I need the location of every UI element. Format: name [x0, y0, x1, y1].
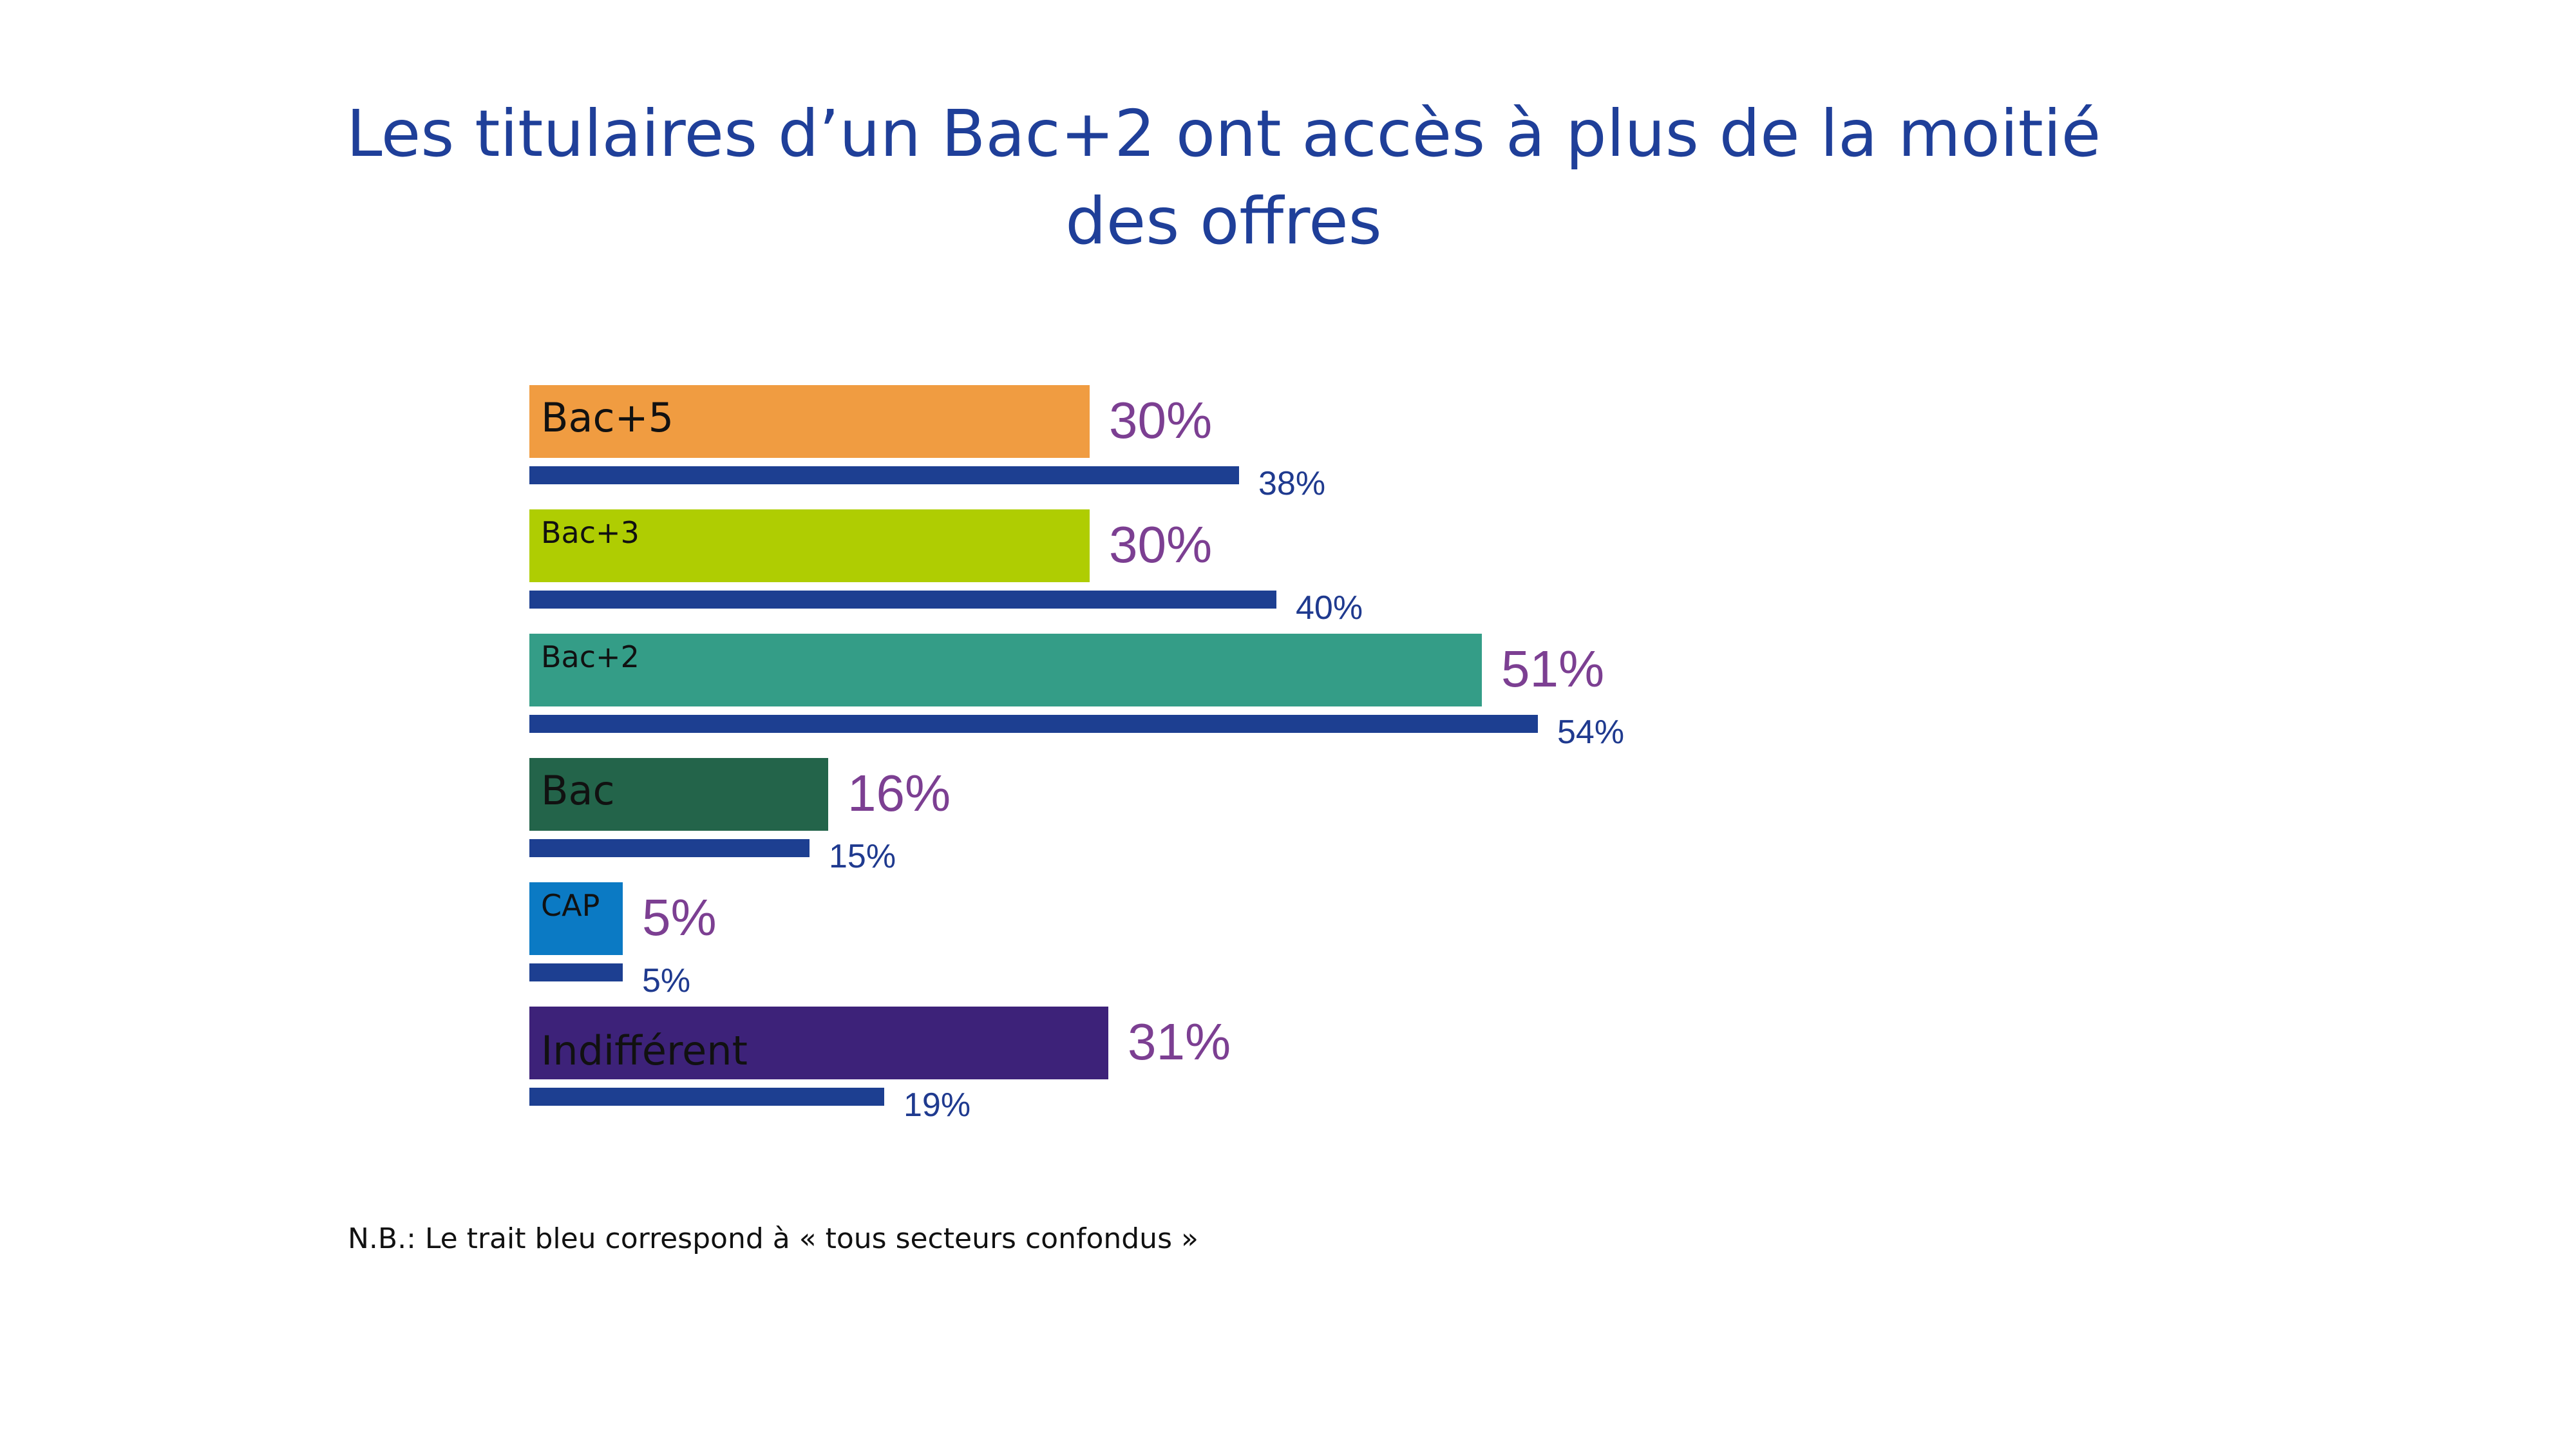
comparison-bar: [529, 1088, 884, 1106]
main-value-label: 30%: [1109, 392, 1212, 449]
comparison-bar: [529, 715, 1538, 733]
comparison-value-label: 40%: [1296, 589, 1363, 627]
comparison-value-label: 15%: [829, 838, 896, 875]
comparison-bar: [529, 466, 1239, 484]
category-label: Bac+2: [541, 639, 639, 674]
main-value-label: 51%: [1501, 640, 1604, 697]
category-label: Bac+3: [541, 515, 639, 550]
comparison-value-label: 5%: [642, 962, 690, 999]
comparison-bar: [529, 963, 623, 981]
main-bar: [529, 634, 1482, 706]
main-value-label: 5%: [642, 889, 717, 946]
main-value-label: 30%: [1109, 516, 1212, 573]
comparison-value-label: 54%: [1557, 714, 1624, 751]
category-label: CAP: [541, 888, 600, 923]
main-value-label: 31%: [1128, 1013, 1231, 1070]
main-bar: [529, 1007, 1108, 1079]
main-bar: [529, 882, 623, 955]
comparison-value-label: 19%: [904, 1086, 971, 1124]
category-label: Indifférent: [541, 1027, 748, 1074]
chart-title: Les titulaires d’un Bac+2 ont accès à pl…: [346, 96, 2101, 259]
category-label: Bac: [541, 767, 615, 814]
main-bar: [529, 385, 1090, 458]
main-value-label: 16%: [848, 764, 951, 822]
comparison-bar: [529, 591, 1276, 609]
main-bar: [529, 509, 1090, 582]
comparison-bar: [529, 839, 810, 857]
category-label: Bac+5: [541, 394, 674, 441]
main-bar: [529, 758, 828, 831]
footnote: N.B.: Le trait bleu correspond à « tous …: [348, 1222, 1198, 1255]
comparison-value-label: 38%: [1258, 465, 1325, 502]
